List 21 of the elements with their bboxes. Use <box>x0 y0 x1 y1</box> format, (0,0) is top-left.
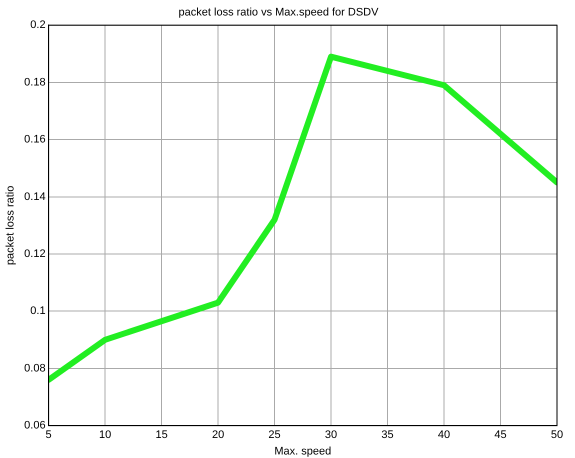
y-axis-title: packet loss ratio <box>4 186 17 266</box>
x-tick-label: 15 <box>155 429 168 442</box>
y-tick-label: 0.1 <box>30 305 46 318</box>
y-tick-label: 0.2 <box>30 19 46 32</box>
x-axis-title: Max. speed <box>274 445 332 458</box>
x-tick-label: 25 <box>268 429 281 442</box>
y-tick-label: 0.14 <box>24 190 46 203</box>
y-tick-label: 0.16 <box>24 134 46 146</box>
x-tick-label: 40 <box>438 429 450 442</box>
y-tick-label: 0.06 <box>24 420 46 432</box>
y-tick-label: 0.18 <box>24 76 46 88</box>
x-tick-label: 35 <box>381 429 394 442</box>
y-tick-label: 0.12 <box>24 248 46 260</box>
y-tick-label: 0.08 <box>24 362 46 374</box>
x-tick-label: 45 <box>494 429 507 442</box>
x-tick-label: 10 <box>98 429 112 442</box>
chart-title: packet loss ratio vs Max.speed for DSDV <box>178 6 380 19</box>
x-tick-label: 20 <box>212 429 224 442</box>
x-tick-label: 50 <box>550 429 564 442</box>
x-tick-label: 30 <box>324 429 338 442</box>
x-tick-label: 5 <box>46 429 52 442</box>
